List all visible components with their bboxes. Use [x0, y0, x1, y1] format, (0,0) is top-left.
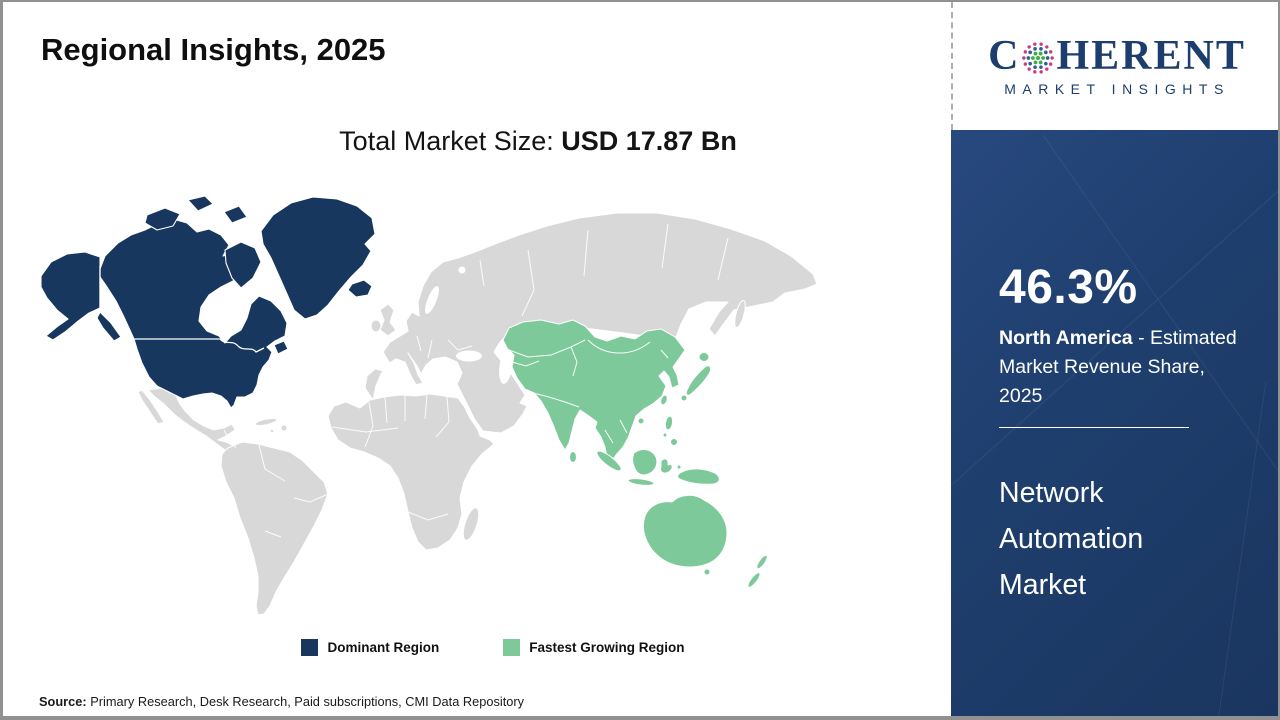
world-map — [28, 190, 878, 622]
fastest-growing-region-swatch — [503, 639, 521, 656]
legend-label-fastest-growing: Fastest Growing Region — [529, 640, 685, 655]
south-america — [221, 442, 328, 615]
sakhalin — [733, 299, 748, 328]
dotted-globe-icon — [1022, 42, 1055, 74]
black-sea — [456, 350, 482, 362]
hispaniola — [281, 425, 287, 431]
taiwan — [659, 394, 668, 405]
borneo — [633, 450, 657, 475]
inland-seas — [425, 266, 513, 384]
market-share-region: North America — [999, 327, 1133, 349]
honshu — [686, 366, 710, 395]
source-line: Source: Primary Research, Desk Research,… — [39, 694, 524, 709]
luzon — [664, 415, 673, 430]
jamaica — [270, 429, 274, 433]
side-panel: 46.3% North America - Estimated Market R… — [951, 130, 1278, 716]
new-guinea — [678, 469, 720, 484]
total-market-size: Total Market Size: USD 17.87 Bn — [133, 126, 943, 157]
australia — [643, 495, 727, 567]
brand-logo: C HERENT MARKET INSIGHTS — [951, 2, 1278, 130]
mindanao — [671, 439, 678, 446]
legend-item-dominant: Dominant Region — [301, 639, 439, 656]
region-asia-pacific — [503, 320, 769, 589]
brand-subtitle: MARKET INSIGHTS — [1004, 81, 1230, 97]
region-north-america — [41, 196, 375, 408]
source-text: Primary Research, Desk Research, Paid su… — [86, 694, 525, 709]
arctic-island-2 — [188, 196, 213, 211]
maluku-1 — [677, 465, 681, 469]
hokkaido — [699, 353, 709, 362]
baja-california — [138, 390, 164, 424]
cuba — [255, 417, 278, 427]
caspian-sea — [499, 348, 513, 384]
brand-wordmark: C HERENT — [988, 35, 1246, 77]
market-share-value: 46.3% — [999, 261, 1138, 314]
arctic-island-3 — [224, 206, 247, 223]
alaska-panhandle — [97, 312, 121, 341]
new-zealand-north — [755, 554, 769, 570]
sumatra — [594, 448, 623, 474]
white-sea — [458, 266, 466, 274]
madagascar — [460, 506, 482, 542]
asia-pacific-borders — [509, 340, 668, 443]
tasmania — [704, 569, 710, 575]
brand-letter-c: C — [988, 33, 1021, 79]
mexico-central-america — [148, 388, 246, 460]
kyushu — [681, 395, 687, 401]
region-rest-of-world — [138, 213, 817, 615]
market-share-desc-rest: - Estimated Market Revenue Share, 2025 — [999, 327, 1237, 407]
ireland — [371, 320, 381, 332]
sri-lanka — [570, 452, 577, 463]
united-kingdom — [380, 304, 396, 336]
market-share-description: North America - Estimated Market Revenue… — [999, 324, 1247, 411]
asia-mainland — [503, 320, 685, 462]
us-canada-border — [134, 339, 264, 352]
visayas — [663, 433, 667, 437]
north-america-borders — [100, 266, 264, 352]
canada-usa — [98, 219, 287, 408]
baltic-sea — [425, 285, 439, 315]
new-zealand-south — [746, 571, 762, 589]
legend-item-fastest-growing: Fastest Growing Region — [503, 639, 685, 656]
map-legend: Dominant Region Fastest Growing Region — [3, 639, 953, 656]
hainan — [638, 418, 644, 424]
greenland — [261, 197, 375, 319]
source-label: Source: — [39, 694, 87, 709]
sulawesi — [661, 459, 673, 473]
iceland — [348, 280, 372, 297]
dominant-region-swatch — [301, 639, 319, 656]
page-title: Regional Insights, 2025 — [41, 32, 386, 67]
africa — [328, 394, 494, 550]
baffin-island — [225, 242, 261, 288]
alaska — [41, 252, 100, 340]
newfoundland — [274, 341, 288, 354]
arctic-island-1 — [145, 208, 180, 230]
market-name: Network Automation Market — [999, 477, 1144, 601]
total-market-size-value: USD 17.87 Bn — [561, 126, 737, 156]
java — [628, 477, 655, 486]
panel-divider — [999, 427, 1189, 428]
brand-letters-rest: HERENT — [1056, 33, 1246, 79]
country-borders — [224, 224, 728, 537]
total-market-size-label: Total Market Size: — [339, 126, 562, 156]
legend-label-dominant: Dominant Region — [327, 640, 440, 655]
